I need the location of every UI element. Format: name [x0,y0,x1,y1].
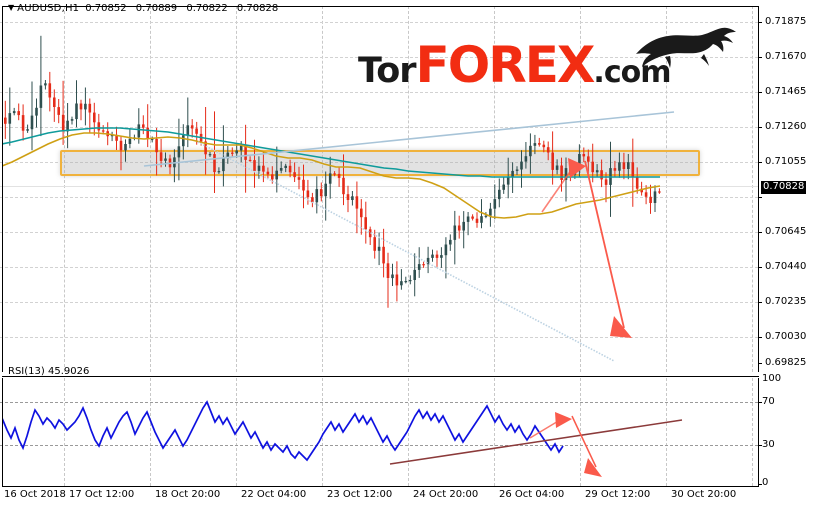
x-axis-label: 22 Oct 04:00 [241,489,307,500]
gridline-vertical [322,378,324,486]
rsi-axis-tick [758,445,762,446]
gridline-horizontal [0,302,758,304]
y-axis-tick [758,363,762,364]
rsi-line [2,400,564,462]
gridline-horizontal [0,57,758,59]
gridline-horizontal [0,22,758,24]
rsi-indicator-label: RSI(13) [8,366,45,377]
rsi-panel-top-border [2,376,759,377]
gridline-vertical [666,6,668,372]
y-axis-label: 0.71055 [765,156,807,167]
price-series-svg [2,35,675,362]
rsi-trendline[interactable] [389,419,683,465]
price-panel-top-border [2,6,759,7]
rsi-axis-label: 70 [762,396,775,407]
x-axis-label: 17 Oct 12:00 [69,489,135,500]
collapse-caret-icon[interactable]: ▼ [8,3,15,12]
y-axis-label: 0.69825 [765,357,807,368]
y-axis-tick [758,267,762,268]
rsi-indicator-panel[interactable]: 100 70 30 0 [0,372,819,506]
gridline-vertical [64,6,66,372]
gridline-vertical [408,6,410,372]
x-axis-label: 26 Oct 04:00 [499,489,565,500]
gridline-horizontal [0,267,758,269]
y-axis-tick [758,162,762,163]
x-axis-label: 29 Oct 12:00 [585,489,651,500]
symbol-label: AUDUSD,H1 [17,3,80,14]
rsi-axis-tick [758,484,762,485]
y-axis-tick [758,337,762,338]
y-axis-label: 0.70030 [765,331,807,342]
gridline-vertical [322,6,324,372]
x-axis-label: 24 Oct 20:00 [413,489,479,500]
ohlc-high: 0.70889 [135,3,178,14]
y-axis-tick [758,92,762,93]
y-axis-label: 0.70645 [765,226,807,237]
price-axis-right-border [758,6,759,372]
y-axis-tick [758,22,762,23]
ohlc-close: 0.70828 [236,3,279,14]
gridline-horizontal [0,92,758,94]
ohlc-low: 0.70822 [186,3,228,14]
current-price-line [0,186,758,187]
gridline-horizontal [0,337,758,339]
y-axis-label: 0.70235 [765,296,807,307]
x-axis-label: 18 Oct 20:00 [155,489,221,500]
current-price-badge: 0.70828 [761,181,807,194]
y-axis-label: 0.71875 [765,16,807,27]
price-axis-left-border [2,6,3,372]
gridline-vertical [666,378,668,486]
x-axis-label: 23 Oct 12:00 [327,489,393,500]
rsi-axis-tick [758,402,762,403]
x-axis-label: 16 Oct 2018 [4,489,66,500]
gridline-vertical [408,378,410,486]
rsi-axis-label: 30 [762,439,775,450]
rsi-panel-bottom-border [2,486,759,487]
gridline-vertical [494,378,496,486]
rsi-forecast-arrow[interactable] [529,412,602,477]
y-axis-tick [758,197,762,198]
ma-slow-line [2,127,660,178]
rsi-series-svg [2,400,683,477]
ohlc-open: 0.70852 [85,3,127,14]
rsi-plot-area[interactable] [2,378,758,486]
rsi-overbought-line [0,402,758,404]
y-axis-label: 0.71465 [765,86,807,97]
gridline-vertical [150,6,152,372]
ma-fast-line [2,132,661,219]
gridline-horizontal [0,162,758,164]
gridline-horizontal [0,197,758,199]
y-axis-tick [758,232,762,233]
rsi-axis-label: 0 [762,477,769,488]
rsi-value-label: 45.9026 [47,366,90,377]
candlestick-series [4,35,661,308]
gridline-vertical [752,378,754,486]
gridline-vertical [752,6,754,372]
y-axis-label: 0.71670 [765,51,807,62]
gridline-horizontal [0,127,758,129]
upper-trendline[interactable] [143,111,675,167]
lower-trendline[interactable] [197,141,615,362]
y-axis-tick [758,302,762,303]
price-forecast-arrow[interactable] [541,158,632,338]
chart-header: ▼ AUDUSD,H1 0.70852 0.70889 0.70822 0.7082… [8,3,278,15]
gridline-vertical [580,378,582,486]
price-chart-panel[interactable]: TorFOREX.com [0,0,819,372]
gridline-vertical [580,6,582,372]
rsi-header: RSI(13) 45.9026 [8,366,89,378]
rsi-oversold-line [0,445,758,447]
y-axis-label: 0.71260 [765,121,807,132]
rsi-axis-right-border [758,378,759,486]
y-axis-label: 0.70440 [765,261,807,272]
rsi-axis-label: 100 [762,373,782,384]
gridline-vertical [64,378,66,486]
price-plot-area[interactable] [2,6,758,372]
gridline-vertical [236,6,238,372]
rsi-axis-left-border [2,378,3,486]
x-axis-label: 30 Oct 20:00 [671,489,737,500]
y-axis-tick [758,127,762,128]
y-axis-tick [758,57,762,58]
gridline-vertical [150,378,152,486]
